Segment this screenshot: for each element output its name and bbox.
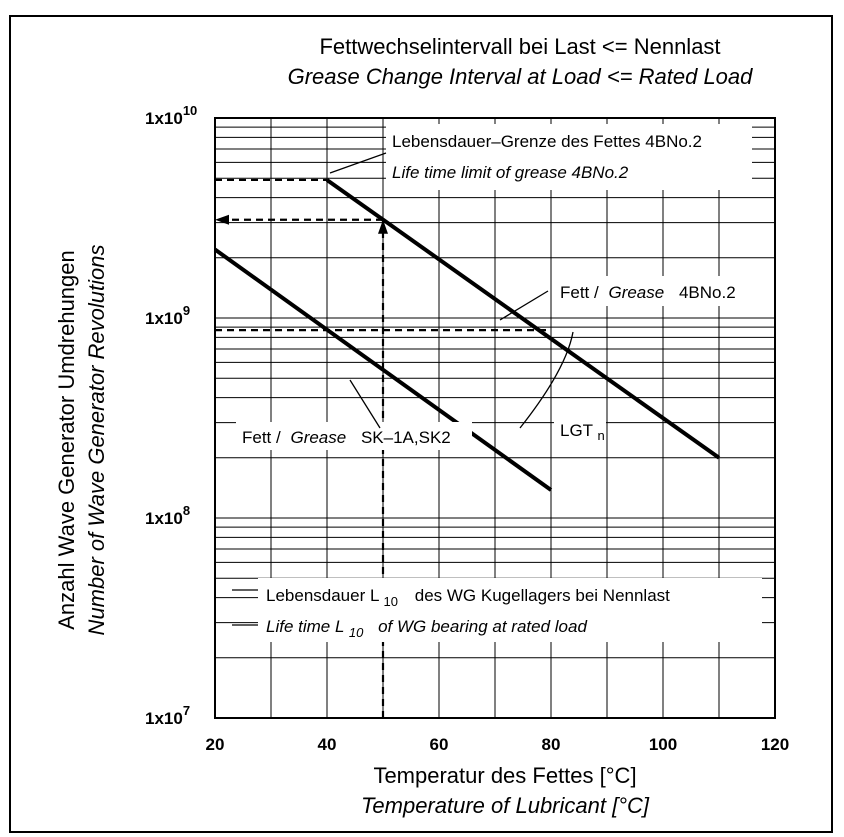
x-axis-title-en: Temperature of Lubricant [°C] [361,793,650,818]
y-tick-base: 1x10 [145,509,183,528]
limit-label-de: Lebensdauer–Grenze des Fettes 4BNo.2 [392,132,702,151]
outer-frame [9,15,833,833]
x-tick-label: 100 [649,735,677,754]
chart-title: Fettwechselintervall bei Last <= Nennlas… [319,34,720,59]
limit-label-en: Life time limit of grease 4BNo.2 [392,163,629,182]
y-tick-label: 1x109 [145,303,190,328]
grease2-label: Fett / Grease SK–1A,SK2 [242,428,451,447]
l10-label-en-b: of WG bearing at rated load [378,617,587,636]
grease2-label-c: SK–1A,SK2 [361,428,451,447]
y-tick-exponent: 10 [183,103,197,118]
grease1-label: Fett / Grease 4BNo.2 [560,283,736,302]
plot-frame [214,117,776,719]
l10-label-en: Life time L 10 of WG bearing at rated lo… [266,617,587,641]
y-tick-label: 1x108 [145,503,190,528]
y-tick-base: 1x10 [145,709,183,728]
lgt-leader [519,331,574,429]
y-tick-label: 1x1010 [145,103,197,128]
y-tick-base: 1x10 [145,109,183,128]
x-tick-label: 20 [206,735,225,754]
y-tick-exponent: 8 [183,503,190,518]
lgt-label-main: LGT [560,421,593,440]
arrow-head [378,219,388,234]
lgt-label-sub: n [598,428,605,443]
chart-subtitle: Grease Change Interval at Load <= Rated … [288,64,754,89]
grease2-leader [349,379,381,429]
y-axis-title-en: Number of Wave Generator Revolutions [84,245,109,636]
lgt-label: LGT n [560,421,605,443]
limit-leader [329,152,387,174]
plot-border [214,117,776,719]
series-line [325,178,721,460]
x-tick-label: 80 [542,735,561,754]
l10-label-de-a: Lebensdauer L [266,586,379,605]
grease1-label-box [556,276,758,306]
grease1-label-b: Grease [608,283,664,302]
y-tick-label: 1x107 [145,703,190,728]
l10-label-de: Lebensdauer L 10 des WG Kugellagers bei … [266,586,670,610]
grease2-label-a: Fett / [242,428,281,447]
grease1-label-a: Fett / [560,283,599,302]
l10-label-en-sub: 10 [349,625,364,640]
l10-label-de-b: des WG Kugellagers bei Nennlast [415,586,670,605]
reference-lines [215,178,551,718]
y-tick-exponent: 9 [183,303,190,318]
grease1-leader [499,290,549,321]
l10-label-de-sub: 10 [384,594,398,609]
y-axis-title: Anzahl Wave Generator Umdrehungen [54,250,79,630]
x-axis-title: Temperatur des Fettes [°C] [373,763,636,788]
lgt-label-box [554,414,606,444]
series-lines [213,178,721,492]
x-tick-label: 60 [430,735,449,754]
l10-label-box [258,578,762,642]
l10-label-en-a: Life time L [266,617,344,636]
x-tick-label: 40 [318,735,337,754]
series-line [213,247,553,492]
grease2-label-box [236,422,472,450]
grease2-label-b: Grease [290,428,346,447]
y-tick-exponent: 7 [183,703,190,718]
limit-label-box [386,124,752,190]
y-tick-base: 1x10 [145,309,183,328]
grease1-label-c: 4BNo.2 [679,283,736,302]
arrow-head [215,214,229,225]
x-tick-label: 120 [761,735,789,754]
